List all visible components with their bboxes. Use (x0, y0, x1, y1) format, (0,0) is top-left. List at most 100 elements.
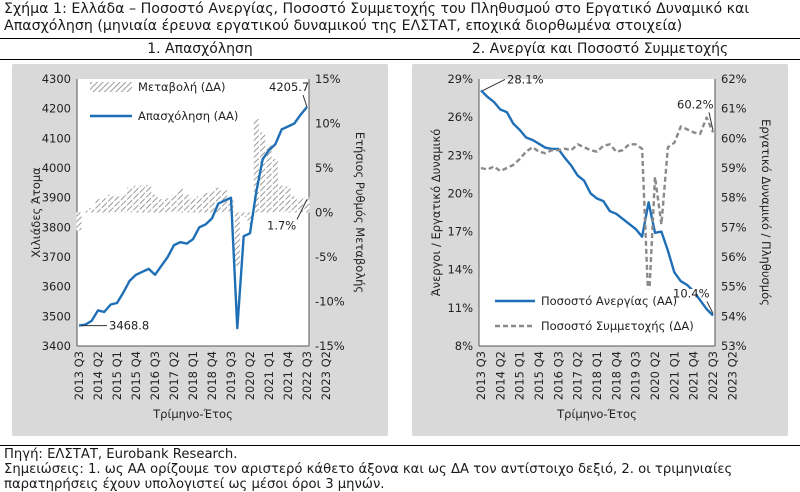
x-tick-label: 2022 Q3 (300, 351, 314, 400)
divider-top (0, 38, 800, 39)
change-bar (304, 197, 310, 213)
y2-tick-label: 56% (721, 250, 747, 264)
annotation-last-participation: 60.2% (677, 97, 714, 111)
change-bar (127, 187, 133, 213)
y-axis-title: Χιλιάδες Άτομα (29, 167, 43, 258)
x-tick-label: 2018 Q1 (186, 351, 200, 400)
x-tick-label: 2014 Q2 (91, 351, 105, 400)
y2-tick-label: 55% (721, 280, 747, 294)
y2-tick-label: -15% (315, 339, 345, 353)
x-tick-label: 2018 Q1 (590, 351, 604, 400)
y-tick-label: 3900 (42, 191, 71, 205)
change-bar (266, 144, 272, 213)
y-tick-label: 14% (447, 263, 473, 277)
y-tick-label: 29% (447, 72, 473, 86)
change-bar (272, 159, 278, 213)
y-tick-label: 11% (447, 301, 473, 315)
annotation-leader (706, 301, 714, 314)
y-tick-label: 17% (447, 225, 473, 239)
change-bar (209, 191, 215, 213)
x-tick-label: 2015 Q4 (532, 351, 546, 400)
y-tick-label: 23% (447, 148, 473, 162)
change-bar (203, 192, 209, 213)
change-bar (146, 184, 152, 213)
change-bar (196, 196, 202, 213)
annotation-first-unemployment: 28.1% (507, 72, 544, 86)
annotation-first-employment: 3468.8 (109, 319, 149, 333)
change-bar (165, 198, 171, 213)
change-bar (158, 199, 164, 213)
x-tick-label: 2020 Q2 (648, 351, 662, 400)
change-bar (139, 185, 145, 213)
legend-label-unemployment: Ποσοστό Ανεργίας (ΑΑ) (541, 294, 677, 308)
change-bar (89, 208, 95, 213)
legend-label-change: Μεταβολή (ΔΑ) (138, 80, 225, 94)
y2-tick-label: 5% (315, 161, 333, 175)
y2-tick-label: 62% (721, 72, 747, 86)
divider-bottom (0, 445, 800, 446)
change-bar (108, 194, 114, 213)
divider-under-panel-titles (0, 59, 800, 60)
x-tick-label: 2017 Q2 (167, 351, 181, 400)
y2-tick-label: 15% (315, 72, 341, 86)
annotation-last-change: 1.7% (267, 218, 296, 232)
change-bar (298, 198, 304, 213)
change-bar (285, 186, 291, 213)
change-bar (82, 210, 88, 213)
x-tick-label: 2021 Q1 (262, 351, 276, 400)
change-bar (291, 196, 297, 213)
x-tick-label: 2023 Q2 (725, 351, 739, 400)
y-tick-label: 20% (447, 186, 473, 200)
change-bar (101, 198, 107, 213)
legend-label-participation: Ποσοστό Συμμετοχής (ΔΑ) (541, 319, 694, 333)
x-tick-label: 2023 Q2 (319, 351, 333, 400)
y2-tick-label: 59% (721, 161, 747, 175)
employment-chart: 3400 3500 3600 3700 3800 3900 4000 4100 4200 4300… (12, 64, 388, 436)
x-tick-label: 2013 Q3 (474, 351, 488, 400)
y2-tick-label: -5% (315, 250, 337, 264)
legend-swatch-change (90, 82, 132, 92)
change-bar (184, 194, 190, 213)
x-tick-label: 2016 Q3 (148, 351, 162, 400)
legend-background (490, 289, 696, 335)
x-tick-label: 2013 Q3 (72, 351, 86, 400)
change-bar (133, 185, 139, 213)
change-bar (171, 194, 177, 213)
change-bar (177, 188, 183, 213)
y-tick-label: 4000 (42, 161, 71, 175)
x-axis-title: Τρίμηνο-Έτος (152, 407, 233, 421)
source-text: Πηγή: ΕΛΣΤΑΤ, Eurobank Research. (4, 447, 238, 462)
y2-axis-title: Εργατικό Δυναμικό / Πληθυσμός (759, 119, 773, 306)
y-tick-label: 3700 (42, 250, 71, 264)
x-axis-title: Τρίμηνο-Έτος (556, 407, 637, 421)
employment-line (78, 106, 308, 330)
y2-tick-label: 54% (721, 309, 747, 323)
x-tick-label: 2021 Q4 (687, 351, 701, 400)
y-tick-label: 3800 (42, 220, 71, 234)
y2-tick-label: -10% (315, 295, 345, 309)
change-bar (190, 198, 196, 213)
x-tick-label: 2016 Q3 (551, 351, 565, 400)
y-tick-label: 3400 (42, 339, 71, 353)
panel-1-title: 1. Απασχόληση (147, 41, 253, 57)
change-bar (260, 132, 266, 213)
change-bar (152, 194, 158, 213)
panel-2-title: 2. Ανεργία και Ποσοστό Συμμετοχής (471, 41, 729, 57)
figure-title: Σχήμα 1: Ελλάδα – Ποσοστό Ανεργίας, Ποσο… (4, 1, 750, 34)
participation-line (480, 116, 715, 309)
x-tick-label: 2014 Q2 (493, 351, 507, 400)
change-bar (120, 194, 126, 213)
change-bar (95, 199, 101, 213)
x-tick-label: 2015 Q1 (110, 351, 124, 400)
legend-label-employment: Απασχόληση (ΑΑ) (138, 109, 238, 123)
y2-tick-label: 57% (721, 220, 747, 234)
annotation-leader (296, 199, 308, 220)
y2-axis-title: Ετήσιος Ρυθμός Μεταβολής (353, 132, 367, 293)
x-tick-label: 2019 Q3 (224, 351, 238, 400)
y-tick-label: 4300 (42, 72, 71, 86)
y-axis-title: Άνεργοι / Εργατικό Δυναμικό (429, 129, 443, 297)
x-tick-label: 2019 Q3 (629, 351, 643, 400)
x-tick-label: 2020 Q2 (243, 351, 257, 400)
y-tick-label: 3600 (42, 280, 71, 294)
annotation-leader (302, 94, 308, 108)
